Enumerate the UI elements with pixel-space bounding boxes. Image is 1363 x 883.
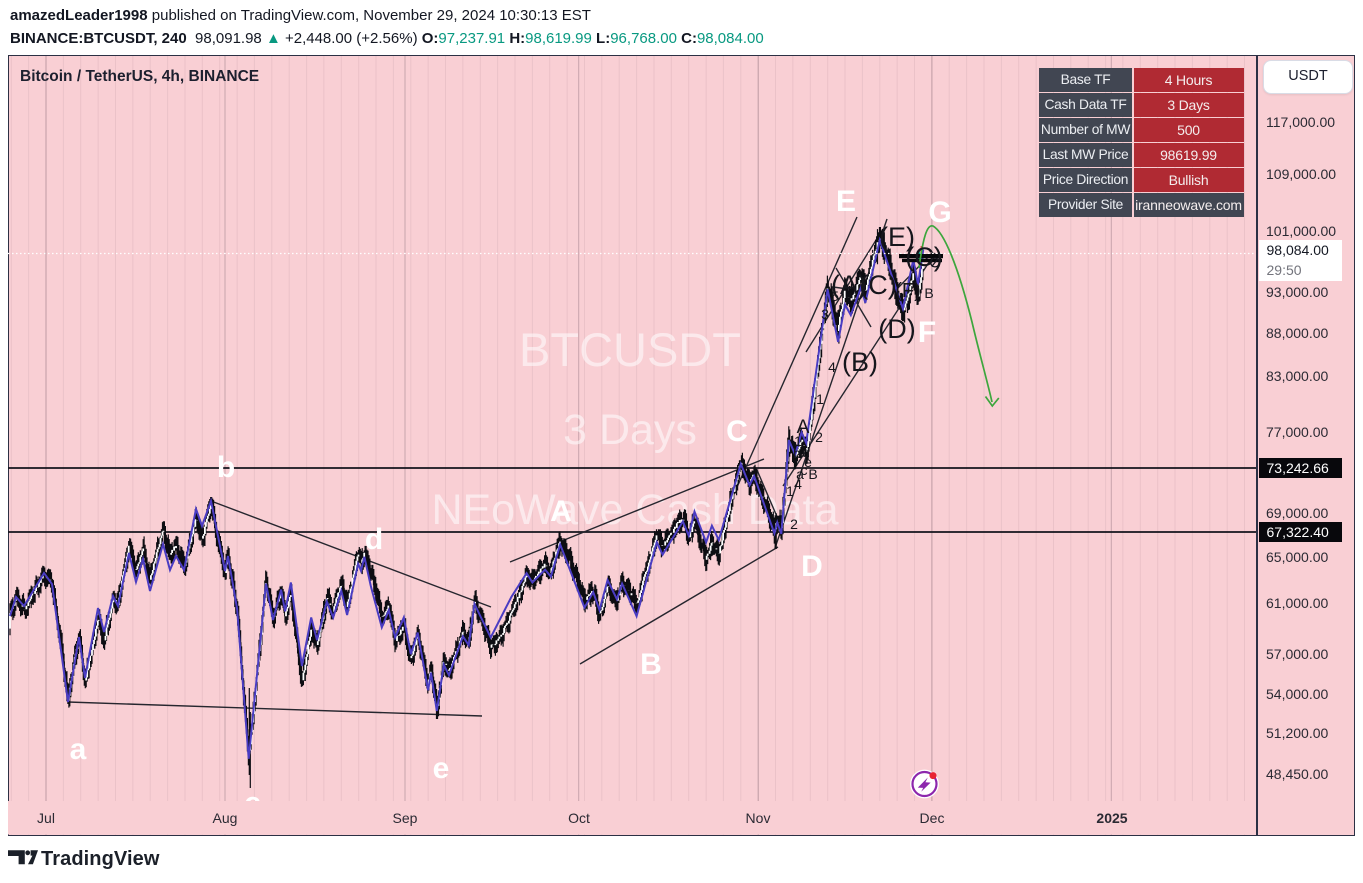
svg-text:3 Days: 3 Days [563, 406, 697, 454]
svg-text:5: 5 [831, 288, 839, 304]
svg-text:2: 2 [790, 516, 798, 532]
svg-text:(D): (D) [878, 314, 915, 344]
svg-text:1: 1 [786, 483, 794, 499]
svg-text:(C): (C) [905, 242, 942, 272]
svg-text:3: 3 [821, 306, 829, 322]
svg-text:b: b [793, 445, 801, 461]
svg-text:(F): (F) [895, 280, 921, 302]
svg-text:(E): (E) [879, 222, 915, 252]
svg-text:D: D [801, 550, 823, 583]
svg-text:c: c [801, 462, 808, 478]
svg-text:G: G [928, 196, 951, 229]
svg-text:B: B [640, 648, 662, 681]
svg-text:1: 1 [794, 433, 802, 449]
svg-text:4: 4 [828, 359, 836, 375]
svg-text:(B): (B) [842, 347, 878, 377]
svg-text:BTCUSDT: BTCUSDT [519, 323, 741, 376]
svg-text:C: C [726, 415, 748, 448]
svg-text:A: A [797, 417, 810, 438]
svg-text:A: A [550, 495, 572, 528]
svg-text:d: d [802, 444, 810, 460]
svg-text:a: a [796, 466, 804, 482]
svg-text:d: d [365, 523, 383, 556]
svg-text:b: b [217, 451, 235, 484]
svg-text:e: e [433, 752, 450, 785]
svg-text:4: 4 [794, 476, 802, 492]
svg-text:B: B [808, 466, 817, 482]
svg-text:E: E [836, 185, 856, 218]
svg-text:2: 2 [815, 429, 823, 445]
svg-text:e: e [804, 454, 812, 470]
svg-text:B: B [924, 285, 933, 301]
svg-text:1: 1 [816, 391, 824, 407]
svg-text:(A): (A) [831, 270, 867, 300]
svg-text:(C): (C) [859, 270, 896, 300]
svg-text:a: a [70, 733, 87, 766]
svg-text:F: F [918, 316, 936, 349]
